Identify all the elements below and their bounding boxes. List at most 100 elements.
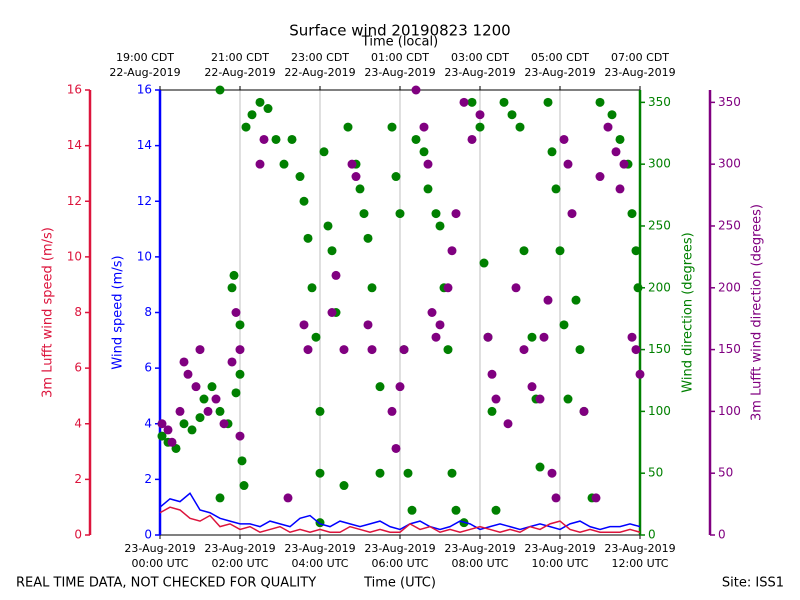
y-tick-label: 4 <box>74 416 82 430</box>
y-tick-label: 14 <box>67 138 82 152</box>
scatter-point <box>239 481 249 491</box>
y-axis-label: 3m Lufft wind speed (m/s) <box>41 227 56 398</box>
scatter-point <box>607 110 617 120</box>
scatter-point <box>283 493 293 503</box>
scatter-point <box>279 159 289 169</box>
x2-tick-label: 05:00 CDT 23-Aug-2019 <box>524 51 596 79</box>
scatter-point <box>271 134 281 144</box>
scatter-point <box>475 122 485 132</box>
y-tick-label: 100 <box>718 404 741 418</box>
scatter-point <box>235 345 245 355</box>
scatter-point <box>479 258 489 268</box>
scatter-point <box>327 246 337 256</box>
scatter-point <box>199 394 209 404</box>
scatter-point <box>399 345 409 355</box>
scatter-point <box>237 456 247 466</box>
scatter-point <box>307 283 317 293</box>
y-tick-label: 14 <box>137 138 152 152</box>
scatter-point <box>355 184 365 194</box>
scatter-point <box>443 283 453 293</box>
scatter-point <box>367 283 377 293</box>
scatter-point <box>227 283 237 293</box>
scatter-point <box>507 110 517 120</box>
y-tick-label: 6 <box>144 361 152 375</box>
scatter-point <box>231 388 241 398</box>
scatter-point <box>635 369 645 379</box>
y-tick-label: 2 <box>144 472 152 486</box>
scatter-point <box>543 295 553 305</box>
scatter-point <box>395 209 405 219</box>
y-axis-label: Wind speed (m/s) <box>111 255 126 369</box>
scatter-point <box>615 184 625 194</box>
y-tick-label: 150 <box>648 342 671 356</box>
scatter-point <box>299 320 309 330</box>
scatter-point <box>375 382 385 392</box>
scatter-point <box>343 122 353 132</box>
y-tick-label: 6 <box>74 361 82 375</box>
y-tick-label: 10 <box>67 249 82 263</box>
scatter-point <box>227 357 237 367</box>
scatter-point <box>215 85 225 95</box>
scatter-point <box>595 97 605 107</box>
x2-tick-label: 19:00 CDT 22-Aug-2019 <box>109 51 181 79</box>
scatter-point <box>515 122 525 132</box>
scatter-point <box>391 172 401 182</box>
scatter-point <box>615 134 625 144</box>
scatter-point <box>303 345 313 355</box>
scatter-point <box>467 97 477 107</box>
scatter-point <box>451 209 461 219</box>
scatter-point <box>467 134 477 144</box>
y-tick-label: 200 <box>718 280 741 294</box>
scatter-point <box>547 468 557 478</box>
scatter-point <box>179 419 189 429</box>
y-tick-label: 0 <box>648 528 656 542</box>
y-tick-label: 100 <box>648 404 671 418</box>
scatter-point <box>295 172 305 182</box>
y-tick-label: 16 <box>67 83 82 97</box>
scatter-point <box>535 462 545 472</box>
scatter-point <box>519 345 529 355</box>
scatter-point <box>619 159 629 169</box>
y-tick-label: 250 <box>648 218 671 232</box>
scatter-point <box>603 122 613 132</box>
scatter-point <box>555 246 565 256</box>
y-tick-label: 150 <box>718 342 741 356</box>
y-tick-label: 8 <box>74 305 82 319</box>
scatter-point <box>195 413 205 423</box>
scatter-point <box>387 122 397 132</box>
scatter-point <box>287 134 297 144</box>
scatter-point <box>627 209 637 219</box>
scatter-point <box>255 97 265 107</box>
scatter-point <box>535 394 545 404</box>
scatter-point <box>259 134 269 144</box>
scatter-point <box>395 382 405 392</box>
scatter-point <box>539 332 549 342</box>
x-tick-label: 23-Aug-2019 06:00 UTC <box>364 542 436 570</box>
y-tick-label: 16 <box>137 83 152 97</box>
y-tick-label: 50 <box>718 466 733 480</box>
y-axis-label: 3m Lufft wind direction (degrees) <box>750 204 765 421</box>
scatter-point <box>183 369 193 379</box>
y-tick-label: 50 <box>648 466 663 480</box>
y-tick-label: 0 <box>718 528 726 542</box>
scatter-point <box>459 97 469 107</box>
scatter-point <box>327 308 337 317</box>
chart-title: Surface wind 20190823 1200 <box>289 22 510 40</box>
scatter-point <box>195 345 205 355</box>
scatter-point <box>241 122 251 132</box>
scatter-point <box>187 425 197 435</box>
scatter-point <box>157 431 167 441</box>
scatter-point <box>543 97 553 107</box>
scatter-point <box>483 332 493 342</box>
scatter-point <box>363 233 373 243</box>
scatter-point <box>633 283 643 293</box>
scatter-point <box>559 134 569 144</box>
x2-tick-label: 07:00 CDT 23-Aug-2019 <box>604 51 676 79</box>
scatter-point <box>435 320 445 330</box>
scatter-point <box>351 172 361 182</box>
scatter-point <box>411 134 421 144</box>
scatter-point <box>435 221 445 231</box>
scatter-point <box>163 425 173 435</box>
